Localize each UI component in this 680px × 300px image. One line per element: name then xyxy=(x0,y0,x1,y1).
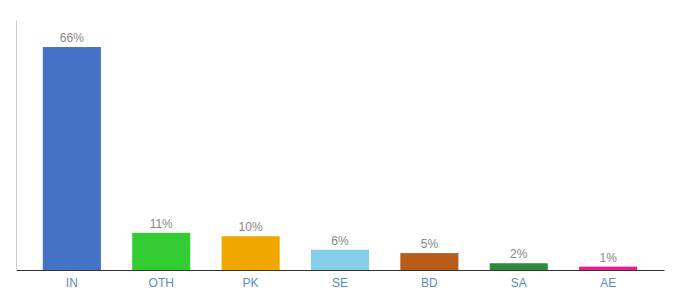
x-axis: IN OTH PK SE BD SA AE xyxy=(17,271,665,290)
data-label: 66% xyxy=(60,31,84,45)
data-label: 11% xyxy=(150,217,173,231)
data-label: 5% xyxy=(421,237,439,251)
bar xyxy=(400,253,458,270)
chart: IN OTH PK SE BD SA AE 66% 11% 10% 6% 5% 2% 1% xyxy=(0,0,680,300)
x-tick: IN xyxy=(66,276,78,290)
bar xyxy=(311,250,369,270)
data-labels: 66% 11% 10% 6% 5% 2% 1% xyxy=(60,31,617,265)
data-label: 10% xyxy=(239,220,263,234)
bar xyxy=(132,233,190,270)
x-tick: OTH xyxy=(149,276,174,290)
bar xyxy=(43,47,101,270)
x-tick-label: PK xyxy=(243,276,259,290)
data-label: 1% xyxy=(599,251,617,265)
x-tick-label: AE xyxy=(600,276,616,290)
x-tick: AE xyxy=(600,276,616,290)
bar xyxy=(490,263,548,270)
x-axis-line xyxy=(17,270,665,271)
x-tick-label: SE xyxy=(332,276,348,290)
bar xyxy=(222,236,280,270)
plot: IN OTH PK SE BD SA AE 66% 11% 10% 6% 5% 2% 1% xyxy=(17,21,665,290)
x-tick-label: OTH xyxy=(149,276,174,290)
x-tick: BD xyxy=(421,276,438,290)
data-label: 2% xyxy=(510,247,528,261)
x-tick: PK xyxy=(243,276,259,290)
y-axis xyxy=(16,21,17,271)
x-tick: SA xyxy=(511,276,527,290)
data-label: 6% xyxy=(331,234,349,248)
x-tick: SE xyxy=(332,276,348,290)
bars xyxy=(43,47,637,270)
x-tick-label: BD xyxy=(421,276,438,290)
bar xyxy=(579,267,637,270)
x-tick-label: IN xyxy=(66,276,78,290)
y-axis-line xyxy=(16,21,17,271)
x-tick-label: SA xyxy=(511,276,527,290)
